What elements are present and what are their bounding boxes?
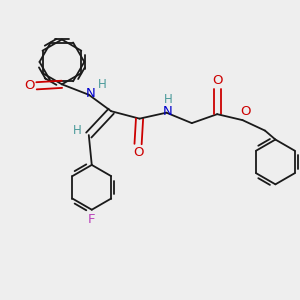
Text: O: O	[240, 105, 251, 118]
Text: H: H	[98, 78, 106, 91]
Text: H: H	[73, 124, 82, 137]
Text: N: N	[86, 87, 96, 100]
Text: F: F	[88, 213, 95, 226]
Text: O: O	[212, 74, 222, 87]
Text: O: O	[133, 146, 143, 159]
Text: N: N	[163, 105, 173, 118]
Text: H: H	[164, 93, 172, 106]
Text: O: O	[24, 79, 34, 92]
